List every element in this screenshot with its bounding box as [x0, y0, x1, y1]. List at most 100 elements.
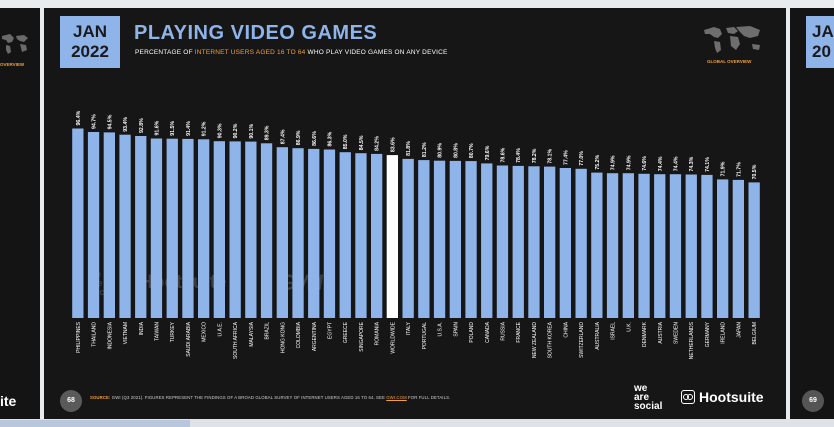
- category-label: TAIWAN: [155, 322, 161, 341]
- source-link[interactable]: GWI.COM: [386, 395, 407, 400]
- hootsuite-logo-text: Hootsuite: [699, 389, 764, 405]
- date-badge-month: JAN: [72, 22, 107, 41]
- category-label: SOUTH KOREA: [548, 321, 554, 358]
- bar-turkey: [166, 138, 178, 318]
- next-date-month: JA: [812, 22, 834, 41]
- value-label: 94.7%: [92, 114, 98, 129]
- category-label: THAILAND: [92, 322, 98, 347]
- next-date-year: 20: [812, 42, 831, 61]
- value-label: 77.0%: [579, 151, 585, 166]
- value-label: 86.3%: [328, 131, 334, 146]
- bar-south-africa: [229, 141, 241, 318]
- category-label: IRELAND: [721, 322, 727, 344]
- bar-austria: [654, 174, 666, 318]
- bar-france: [512, 165, 524, 318]
- category-label: AUSTRALIA: [595, 321, 601, 349]
- value-label: 87.4%: [280, 129, 286, 144]
- next-date-badge: JA 20: [806, 16, 834, 68]
- value-label: 84.2%: [375, 136, 381, 151]
- next-slide-preview[interactable]: JA 20 69: [790, 8, 834, 419]
- value-label: 90.1%: [249, 124, 255, 139]
- slide-title: PLAYING VIDEO GAMES: [134, 22, 378, 44]
- bottom-scrollbar-thumb[interactable]: [0, 420, 190, 427]
- category-label: INDONESIA: [107, 321, 113, 349]
- value-label: 90.2%: [233, 123, 239, 138]
- value-label: 93.4%: [123, 117, 129, 132]
- bar-italy: [402, 158, 414, 318]
- bar-chart: 96.4% PHILIPPINES 94.7% THAILAND 94.5% INDONE…: [72, 110, 760, 359]
- bar-philippines: [72, 128, 84, 318]
- category-label: RUSSIA: [501, 321, 507, 340]
- value-label: 94.5%: [107, 114, 113, 129]
- bar-colombia: [292, 148, 304, 318]
- value-label: 78.1%: [548, 149, 554, 164]
- bar-hong-kong: [276, 147, 288, 318]
- source-text: GWI (Q3 2021). FIGURES REPRESENT THE FIN…: [110, 395, 387, 400]
- bar-taiwan: [150, 138, 163, 318]
- bar-romania: [371, 153, 383, 318]
- bar-greece: [339, 152, 351, 318]
- bar-saudi-arabia: [182, 138, 194, 318]
- bar-ireland: [717, 179, 729, 318]
- bar-u-k: [622, 173, 634, 318]
- page-number: 68: [60, 390, 82, 412]
- previous-slide-preview[interactable]: OVERVIEW ite: [0, 8, 40, 419]
- bar-brazil: [260, 143, 273, 318]
- category-label: GREECE: [343, 321, 349, 343]
- bar-denmark: [638, 173, 650, 318]
- next-page-number: 69: [802, 390, 824, 412]
- date-badge-year: 2022: [71, 42, 109, 61]
- value-label: 80.9%: [438, 143, 444, 158]
- category-label: U.K.: [626, 322, 632, 332]
- category-label: JAPAN: [736, 322, 742, 338]
- bottom-scrollbar-track[interactable]: [0, 419, 834, 427]
- value-label: 86.9%: [296, 130, 302, 145]
- value-label: 74.6%: [642, 156, 648, 171]
- category-label: BRAZIL: [265, 322, 271, 340]
- bar-spain: [449, 160, 461, 318]
- value-label: 77.4%: [563, 150, 569, 165]
- category-label: NETHERLANDS: [689, 321, 695, 359]
- value-label: 81.2%: [422, 142, 428, 157]
- bar-germany: [701, 174, 713, 318]
- value-label: 78.2%: [532, 148, 538, 163]
- bar-israel: [606, 173, 619, 318]
- category-label: TURKEY: [170, 321, 176, 342]
- category-label: CHINA: [563, 321, 569, 337]
- category-label: SINGAPORE: [359, 321, 365, 351]
- bar-u-a-e: [213, 141, 225, 318]
- value-label: 91.2%: [202, 121, 208, 136]
- category-label: MALAYSIA: [249, 321, 255, 346]
- previous-slide-label: OVERVIEW: [0, 62, 25, 67]
- value-label: 90.3%: [217, 123, 223, 138]
- category-label: SOUTH AFRICA: [233, 321, 239, 359]
- owl-icon: [681, 390, 695, 404]
- category-label: ARGENTINA: [312, 321, 318, 351]
- bar-belgium: [748, 182, 760, 318]
- value-label: 83.6%: [390, 137, 396, 152]
- category-label: FRANCE: [516, 321, 522, 342]
- category-label: CANADA: [485, 321, 491, 343]
- category-label: MEXICO: [202, 322, 208, 342]
- value-label: 85.0%: [343, 134, 349, 149]
- value-label: 80.7%: [469, 143, 475, 158]
- category-label: HONG KONG: [280, 322, 286, 353]
- category-label: SAUDI ARABIA: [186, 321, 192, 356]
- value-label: 74.4%: [658, 156, 664, 171]
- value-label: 71.7%: [736, 162, 742, 177]
- category-label: POLAND: [469, 322, 475, 343]
- value-label: 84.5%: [359, 135, 365, 150]
- subtitle-prefix: PERCENTAGE OF: [135, 49, 195, 56]
- global-overview-label: GLOBAL OVERVIEW: [707, 59, 752, 64]
- value-label: 91.4%: [186, 121, 192, 136]
- category-label: EGYPT: [328, 322, 334, 339]
- category-label: U.A.E.: [217, 322, 223, 336]
- category-label: SWITZERLAND: [579, 322, 585, 358]
- value-label: 78.4%: [516, 148, 522, 163]
- value-label: 96.4%: [76, 110, 82, 125]
- value-label: 74.9%: [611, 155, 617, 170]
- bar-china: [559, 168, 571, 318]
- value-label: 75.2%: [595, 155, 601, 170]
- bar-russia: [496, 165, 509, 318]
- bar-mexico: [198, 139, 210, 318]
